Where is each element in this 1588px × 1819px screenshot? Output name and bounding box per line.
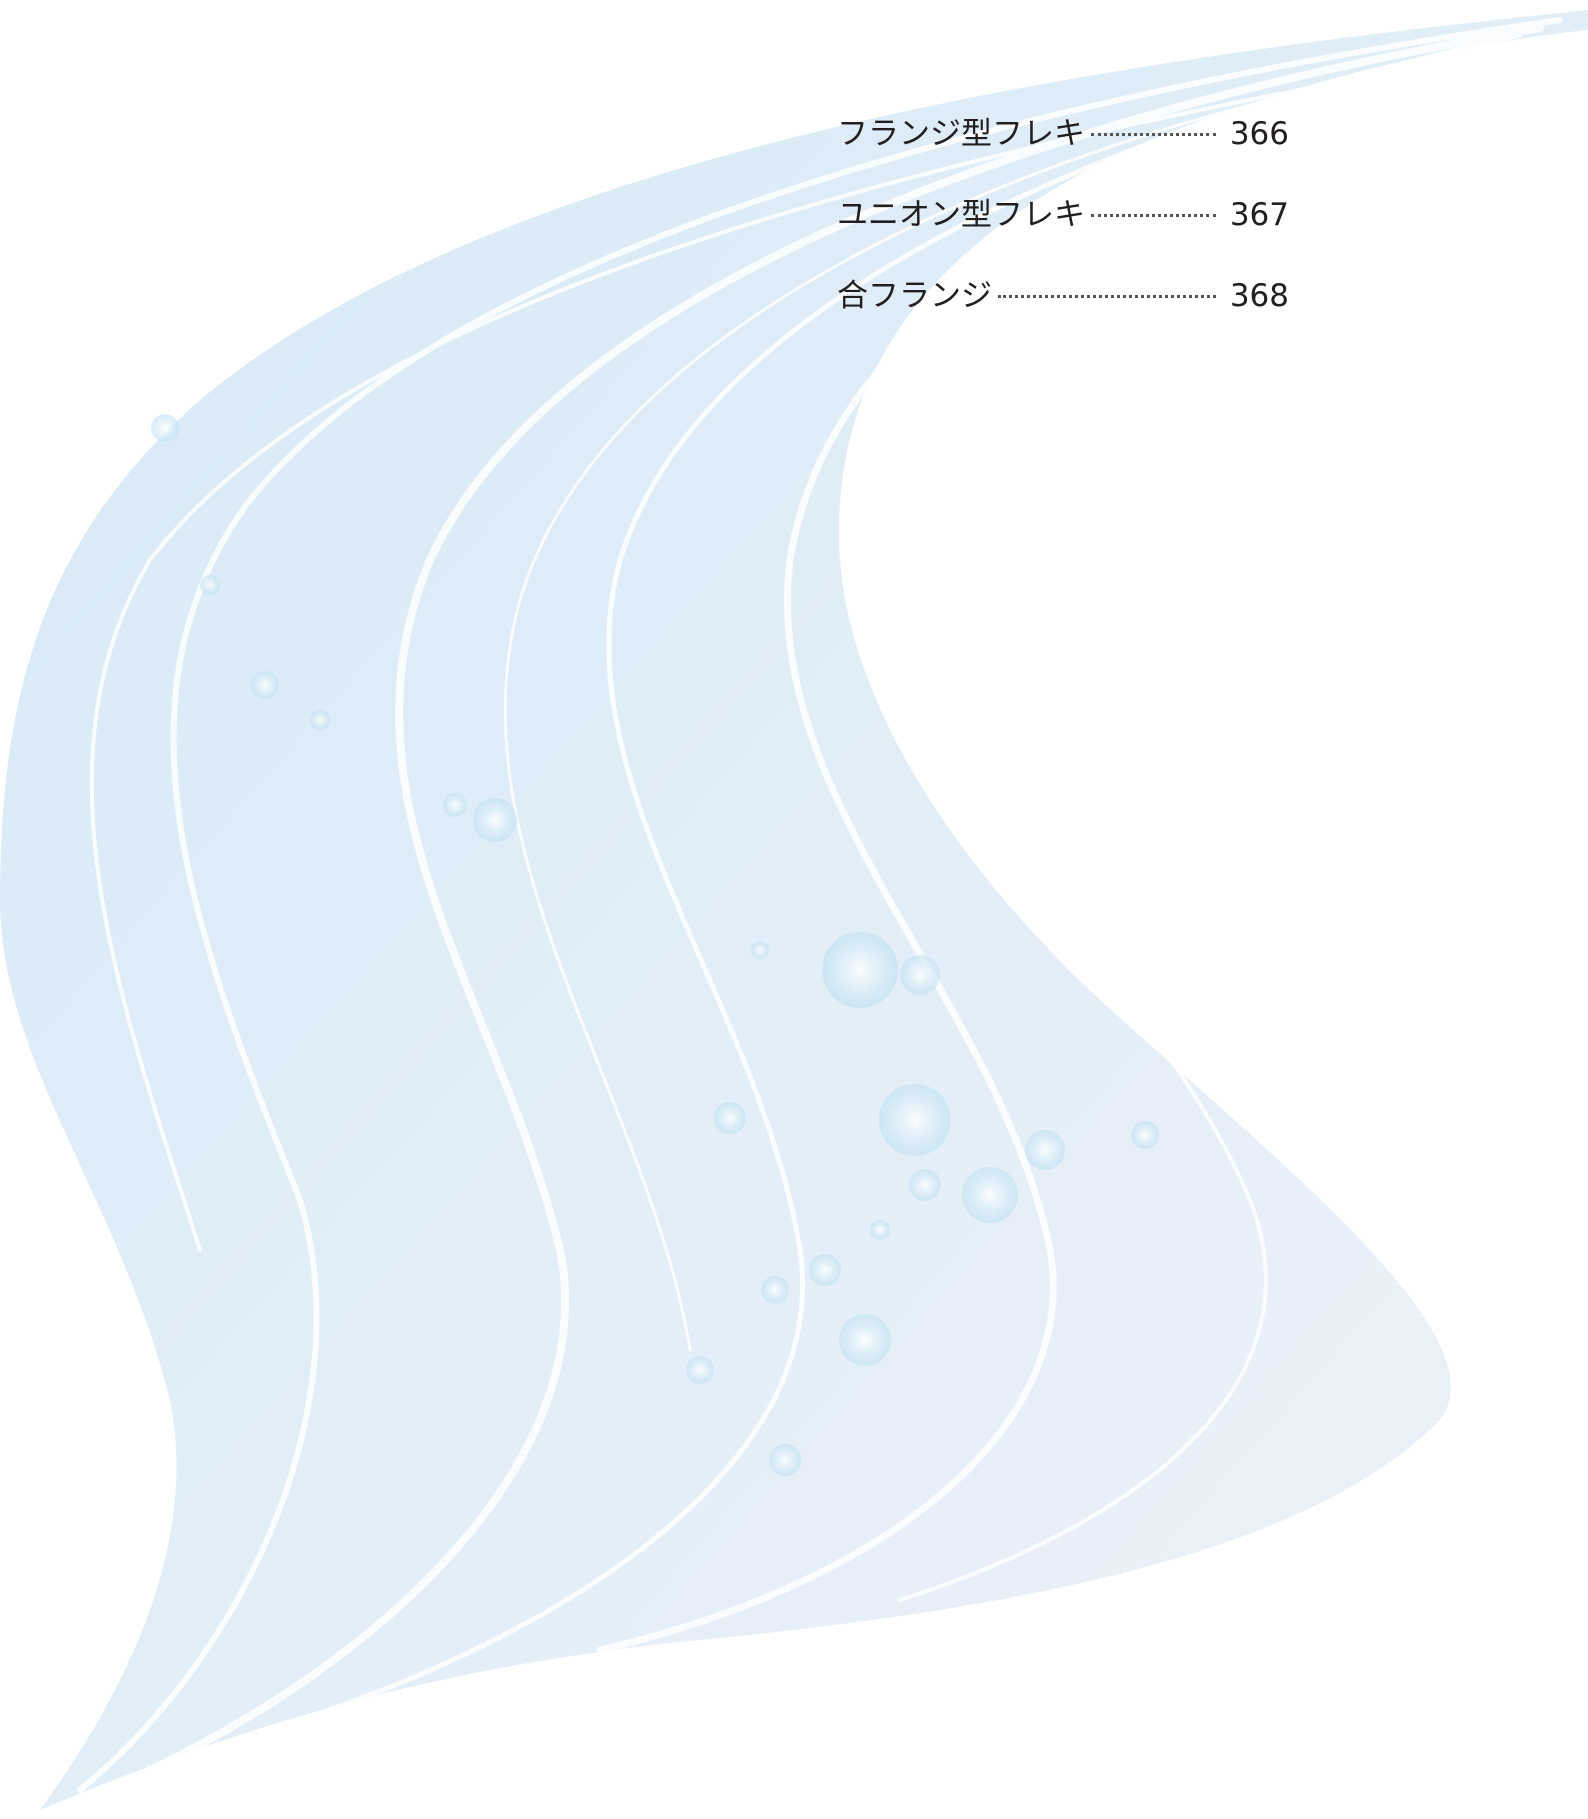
page-number: 367 (1229, 197, 1289, 233)
table-of-contents: フランジ型フレキ 366 ユニオン型フレキ 367 合フランジ 368 (837, 108, 1289, 351)
entry-title: ユニオン型フレキ (837, 197, 1085, 233)
page-number: 368 (1229, 278, 1289, 314)
wave-streaks (77, 17, 1563, 1793)
bubbles (151, 414, 1159, 1476)
page-number: 366 (1229, 116, 1289, 152)
leader-dots (1091, 214, 1216, 217)
toc-entry: フランジ型フレキ 366 (837, 108, 1289, 189)
entry-title: フランジ型フレキ (837, 116, 1085, 152)
entry-title: 合フランジ (837, 278, 992, 314)
toc-entry: ユニオン型フレキ 367 (837, 189, 1289, 270)
leader-dots (998, 295, 1216, 298)
leader-dots (1091, 133, 1216, 136)
wave (0, 10, 1588, 1810)
toc-entry: 合フランジ 368 (837, 270, 1289, 351)
